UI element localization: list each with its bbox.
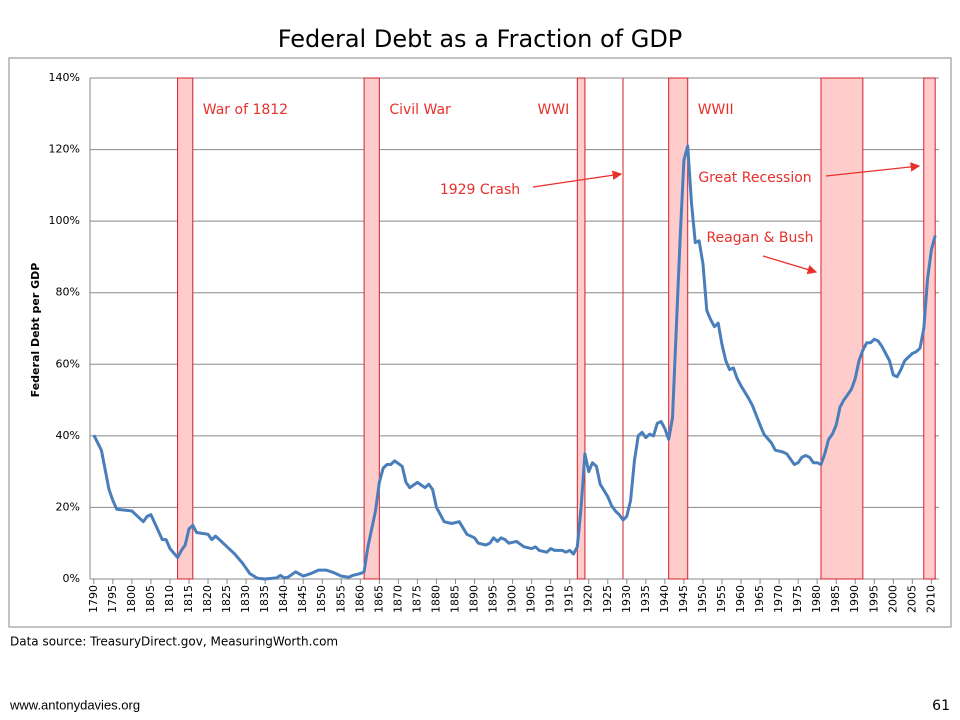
x-tick-label: 1820 — [201, 585, 214, 613]
y-tick-label: 120% — [49, 143, 80, 156]
x-tick-label: 1955 — [715, 585, 728, 613]
band — [923, 77, 936, 580]
x-tick-label: 1990 — [848, 585, 861, 613]
x-tick-label: 1860 — [353, 585, 366, 613]
x-tick-label: 1985 — [829, 585, 842, 613]
x-tick-label: 1960 — [734, 585, 747, 613]
x-tick-label: 1850 — [315, 585, 328, 613]
source: Data source: TreasuryDirect.gov, Measuri… — [10, 635, 338, 649]
x-tick-label: 1815 — [182, 585, 195, 613]
x-tick-label: 1885 — [448, 585, 461, 613]
x-tick-label: 1845 — [296, 585, 309, 613]
y-tick-label: 20% — [56, 500, 80, 513]
x-tick-label: 1870 — [391, 585, 404, 613]
x-tick-label: 1895 — [487, 585, 500, 613]
x-tick-label: 1810 — [163, 585, 176, 613]
x-tick-label: 1970 — [772, 585, 785, 613]
x-tick-label: 1835 — [258, 585, 271, 613]
band — [363, 77, 380, 580]
x-tick-label: 1995 — [867, 585, 880, 613]
y-tick-label: 40% — [56, 429, 80, 442]
x-tick-label: 1825 — [220, 585, 233, 613]
x-tick-label: 1855 — [334, 585, 347, 613]
band — [576, 77, 586, 580]
x-tick-label: 1875 — [410, 585, 423, 613]
band-label: War of 1812 — [203, 102, 288, 118]
y-tick-label: 60% — [56, 357, 80, 370]
annotation-arrow — [532, 170, 623, 188]
x-tick-label: 1965 — [753, 585, 766, 613]
x-tick-label: 1840 — [277, 585, 290, 613]
chart-frame — [8, 57, 952, 628]
band-label: Civil War — [389, 102, 451, 118]
annotation-arrow — [762, 255, 818, 275]
x-tick-label: 1975 — [791, 585, 804, 613]
y-tick-label: 0% — [63, 572, 80, 585]
page-number: 61 — [932, 698, 950, 714]
x-tick-label: 1900 — [506, 585, 519, 613]
debt-line — [92, 144, 937, 581]
x-tick-label: 1865 — [372, 585, 385, 613]
x-tick-label: 1915 — [563, 585, 576, 613]
annotation-arrow — [825, 162, 921, 177]
x-tick-label: 1905 — [525, 585, 538, 613]
x-tick-label: 1830 — [239, 585, 252, 613]
y-axis-label: Federal Debt per GDP — [29, 263, 42, 398]
band — [177, 77, 194, 580]
band-label: WWII — [698, 102, 734, 118]
annotation: Great Recession — [698, 170, 811, 186]
x-tick-label: 1945 — [677, 585, 690, 613]
x-tick-label: 2005 — [905, 585, 918, 613]
x-tick-label: 2000 — [886, 585, 899, 613]
x-tick-label: 1890 — [468, 585, 481, 613]
footer-url: www.antonydavies.org — [9, 697, 140, 712]
x-tick-label: 1805 — [144, 585, 157, 613]
x-tick-label: 1910 — [544, 585, 557, 613]
annotation: Reagan & Bush — [706, 230, 813, 246]
y-tick-label: 80% — [56, 286, 80, 299]
annotation: 1929 Crash — [440, 182, 520, 198]
y-tick-label: 100% — [49, 214, 80, 227]
x-tick-label: 1950 — [696, 585, 709, 613]
x-tick-label: 1880 — [429, 585, 442, 613]
band — [820, 77, 864, 580]
x-tick-label: 1930 — [620, 585, 633, 613]
x-tick-label: 1795 — [106, 585, 119, 613]
y-tick-label: 140% — [49, 71, 80, 84]
x-tick-label: 1925 — [601, 585, 614, 613]
x-tick-label: 2010 — [924, 585, 937, 613]
x-tick-label: 1935 — [639, 585, 652, 613]
chart-title: Federal Debt as a Fraction of GDP — [278, 25, 683, 53]
x-tick-label: 1920 — [582, 585, 595, 613]
x-tick-label: 1790 — [87, 585, 100, 613]
x-tick-label: 1980 — [810, 585, 823, 613]
x-tick-label: 1940 — [658, 585, 671, 613]
x-tick-label: 1800 — [125, 585, 138, 613]
band-label: WWI — [537, 102, 569, 118]
